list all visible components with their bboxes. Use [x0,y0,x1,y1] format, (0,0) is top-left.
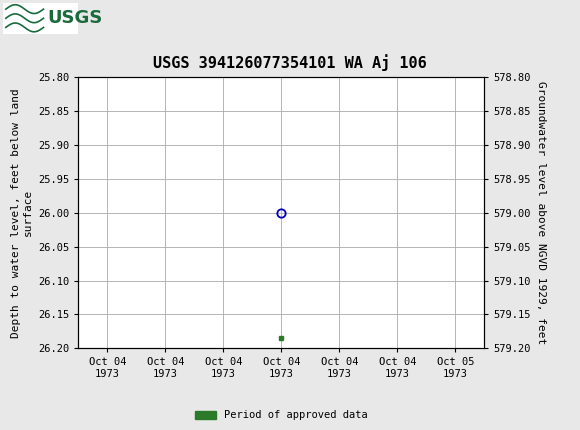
Y-axis label: Groundwater level above NGVD 1929, feet: Groundwater level above NGVD 1929, feet [536,81,546,344]
Text: USGS: USGS [48,9,103,27]
Legend: Period of approved data: Period of approved data [191,406,372,424]
Text: USGS 394126077354101 WA Aj 106: USGS 394126077354101 WA Aj 106 [153,54,427,71]
FancyBboxPatch shape [3,3,78,34]
Y-axis label: Depth to water level, feet below land
surface: Depth to water level, feet below land su… [11,88,32,338]
